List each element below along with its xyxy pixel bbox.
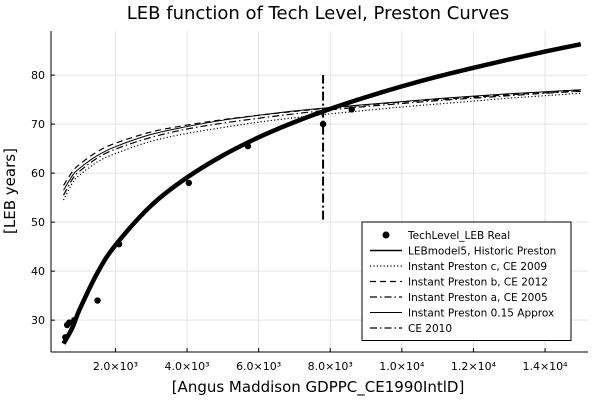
y-tick-label: 60	[31, 167, 45, 180]
x-tick-label: 8.0×10³	[308, 360, 353, 373]
data-point	[71, 316, 78, 324]
legend-label: Instant Preston 0.15 Approx	[408, 308, 554, 320]
axes: 2.0×10³ 4.0×10³ 6.0×10³ 8.0×10³ 1.0×10⁴ 1.2×1…	[31, 31, 588, 373]
y-tick-label: 80	[31, 69, 45, 82]
data-point	[94, 297, 101, 304]
chart-title: LEB function of Tech Level, Preston Curv…	[127, 3, 509, 24]
x-tick-label: 6.0×10³	[236, 360, 281, 373]
plot-series	[61, 42, 582, 345]
x-tick-label: 2.0×10³	[93, 360, 138, 373]
data-point	[115, 240, 123, 248]
legend-label: Instant Preston a, CE 2005	[408, 292, 548, 304]
x-tick-label: 1.0×10⁴	[379, 360, 425, 373]
x-tick-label: 1.2×10⁴	[451, 360, 497, 373]
legend-label: Instant Preston b, CE 2012	[408, 277, 548, 289]
y-tick-label: 40	[31, 265, 45, 278]
data-point	[319, 120, 327, 128]
x-axis-label: [Angus Maddison GDPPC_CE1990IntlD]	[172, 378, 465, 397]
legend: TechLevel_LEB Real LEBmodel5, Historic Pr…	[361, 221, 572, 341]
data-point	[66, 319, 73, 326]
legend-box	[361, 221, 572, 341]
series-line	[61, 42, 582, 345]
x-tick-label: 1.4×10⁴	[522, 360, 568, 373]
x-tick-label: 4.0×10³	[164, 360, 209, 373]
data-point	[62, 334, 69, 341]
series-line	[63, 89, 581, 191]
legend-label: TechLevel_LEB Real	[407, 230, 510, 242]
data-point	[185, 179, 193, 187]
data-point	[244, 142, 252, 150]
legend-label: LEBmodel5, Historic Preston	[408, 246, 556, 258]
legend-marker	[382, 231, 390, 239]
series-line	[63, 90, 581, 196]
y-tick-label: 70	[31, 118, 45, 131]
y-tick-label: 50	[31, 216, 45, 229]
legend-label: CE 2010	[408, 323, 452, 335]
data-point	[348, 106, 355, 113]
legend-label: Instant Preston c, CE 2009	[408, 261, 547, 273]
y-tick-label: 30	[31, 314, 45, 327]
y-axis-label: [LEB years]	[1, 148, 19, 234]
